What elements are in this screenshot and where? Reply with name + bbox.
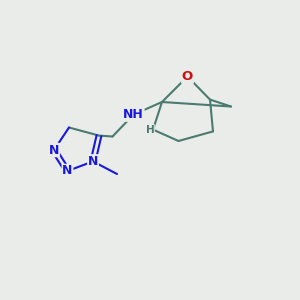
Text: N: N xyxy=(88,155,98,168)
Text: N: N xyxy=(62,164,73,178)
Text: O: O xyxy=(182,70,193,83)
Text: H: H xyxy=(146,124,154,135)
Text: NH: NH xyxy=(123,108,144,121)
Text: N: N xyxy=(49,143,59,157)
